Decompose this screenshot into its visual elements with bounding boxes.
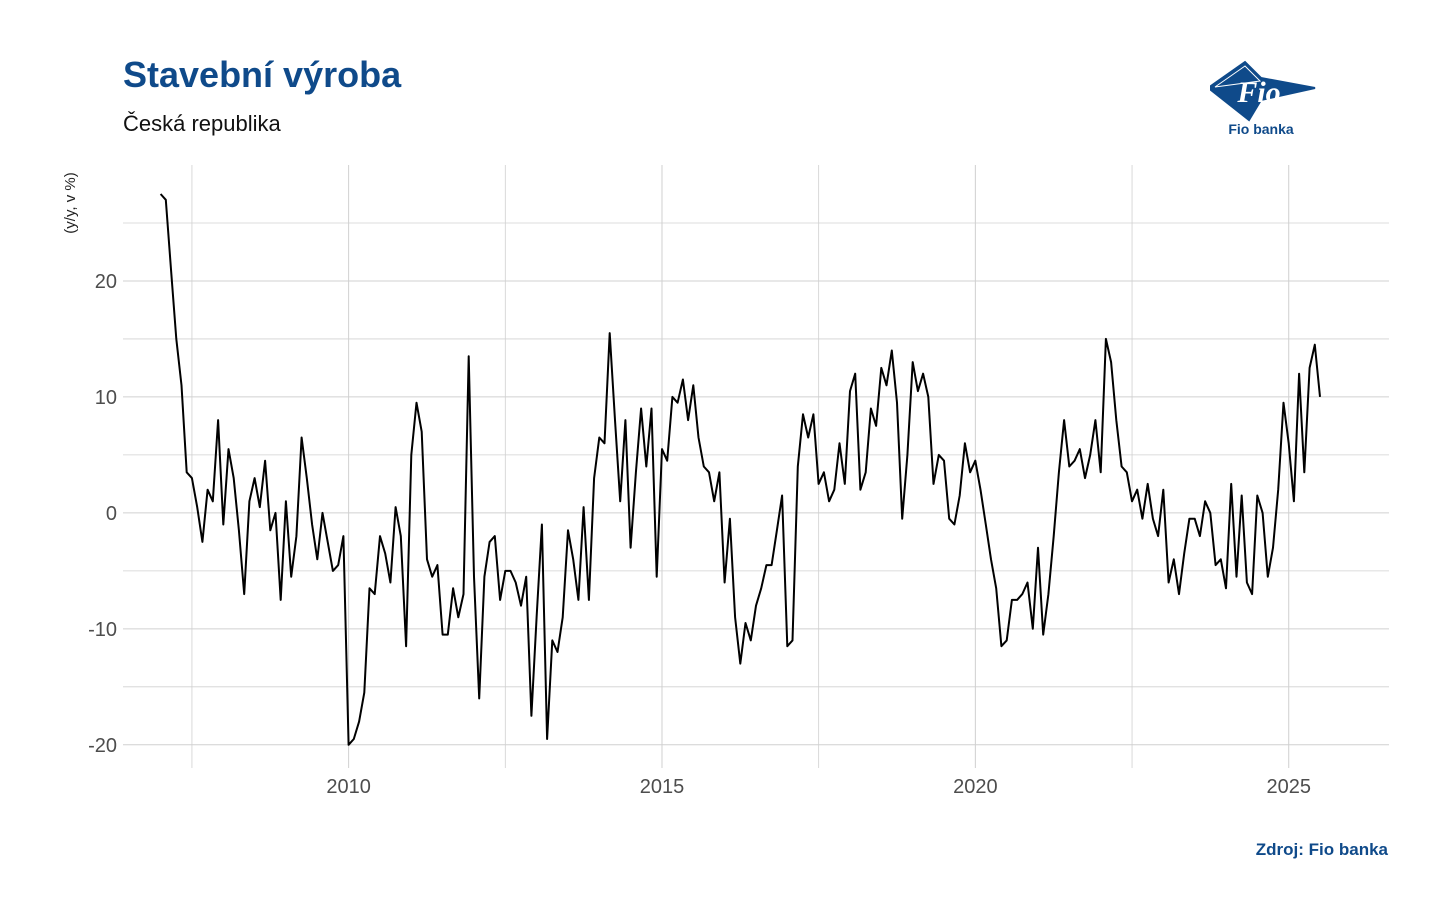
chart-subtitle: Česká republika: [123, 111, 281, 136]
grid-minor-horizontal: [123, 222, 1389, 688]
grid-minor-vertical: [191, 165, 1133, 768]
y-tick-label: 20: [95, 271, 117, 293]
x-tick-label: 2010: [326, 776, 371, 798]
y-tick-label: 0: [106, 503, 117, 525]
x-tick-label: 2015: [640, 776, 685, 798]
logo-caption: Fio banka: [1228, 121, 1294, 137]
y-axis-ticks: -20 -10 0 10 20: [88, 271, 117, 757]
series-line: [159, 193, 1321, 746]
fio-banka-logo: Fio Fio banka: [1210, 60, 1316, 137]
logo-flag-shape: [1210, 60, 1316, 122]
grid-major-horizontal: [123, 280, 1389, 746]
y-tick-label: -20: [88, 735, 117, 757]
logo-text: Fio: [1236, 76, 1280, 109]
y-axis-label: (y/y, v %): [62, 172, 79, 233]
series-group: [159, 193, 1321, 746]
y-tick-label: -10: [88, 619, 117, 641]
x-tick-label: 2025: [1266, 776, 1311, 798]
chart-title: Stavební výroba: [123, 54, 402, 95]
source-note: Zdroj: Fio banka: [1255, 840, 1388, 859]
y-tick-label: 10: [95, 387, 117, 409]
x-axis-ticks: 2010 2015 2020 2025: [326, 776, 1311, 798]
x-tick-label: 2020: [953, 776, 998, 798]
